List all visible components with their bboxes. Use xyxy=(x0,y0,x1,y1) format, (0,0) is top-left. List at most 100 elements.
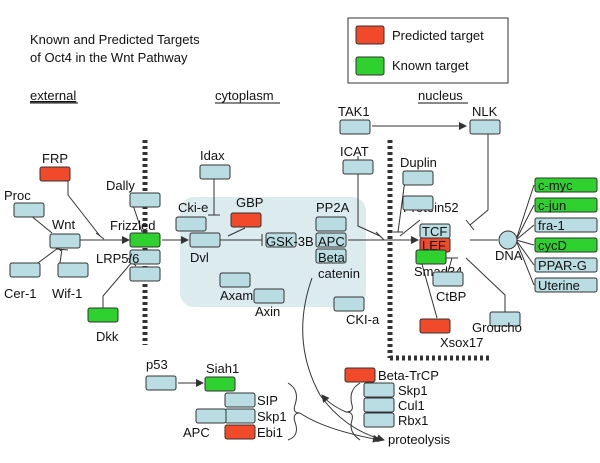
node-frizzled-label: Frizzled xyxy=(110,218,156,233)
node-cer1-box xyxy=(9,262,41,278)
node-axin-box xyxy=(253,288,285,304)
node-frp-label: FRP xyxy=(42,151,68,166)
node-skp1-a-label: Skp1 xyxy=(257,409,287,424)
node-proc-box xyxy=(13,202,45,218)
node-p53-box xyxy=(145,375,177,391)
node-frp-box xyxy=(39,166,71,182)
section-cytoplasm: cytoplasm xyxy=(215,88,274,103)
node-ctbp-box xyxy=(432,271,464,287)
node-tak1-label: TAK1 xyxy=(338,104,370,119)
node-gbp-label: GBP xyxy=(236,195,263,210)
node-smad34-box xyxy=(415,249,447,265)
diagram-title-line-1: Known and Predicted Targets xyxy=(30,32,200,47)
node-dna-label: DNA xyxy=(495,248,523,263)
node-ckia-box xyxy=(333,296,365,312)
node-siah1-label: Siah1 xyxy=(206,361,239,376)
node-ebi1-box xyxy=(224,424,256,440)
section-nucleus: nucleus xyxy=(418,88,463,103)
proteolysis-label: proteolysis xyxy=(388,432,451,447)
node-gsk3b-label: GSK-3B xyxy=(266,234,314,249)
node-dkk-label: Dkk xyxy=(96,329,119,344)
node-skp1-b-label: Skp1 xyxy=(398,383,428,398)
node-beta-catenin-label-2: catenin xyxy=(318,266,360,281)
node-beta-catenin-label-1: Beta xyxy=(318,250,346,265)
node-ctbp-label: CtBP xyxy=(436,289,466,304)
pathway-connectors xyxy=(29,122,535,443)
node-axam-box xyxy=(219,272,251,288)
node-lef-label: LEF xyxy=(422,238,446,253)
node-wnt-label: Wnt xyxy=(52,217,76,232)
node-wif1-label: Wif-1 xyxy=(52,286,82,301)
node-dvl-label: Dvl xyxy=(190,250,209,265)
node-lrp-lower-box xyxy=(129,266,161,282)
target-label-3: cycD xyxy=(538,238,567,253)
target-box-4 xyxy=(534,257,598,273)
target-label-1: c-jun xyxy=(538,198,566,213)
node-beta-trcp-label: Beta-TrCP xyxy=(378,368,439,383)
legend-known-label: Known target xyxy=(392,58,469,73)
target-label-2: fra-1 xyxy=(538,218,565,233)
node-ckia-label: CKI-a xyxy=(346,312,380,327)
node-icat-box xyxy=(342,159,374,175)
node-duplin-label: Duplin xyxy=(400,155,437,170)
node-skp1-a-left-box xyxy=(195,408,227,424)
node-proc-label: Proc xyxy=(4,188,31,203)
node-dkk-box xyxy=(87,307,119,323)
node-sip-box xyxy=(224,392,256,408)
target-box-1 xyxy=(534,197,598,213)
node-groucho-label: Groucho xyxy=(472,320,522,335)
node-ckie-box xyxy=(175,216,207,232)
node-lrp56-label: LRP5/6 xyxy=(96,251,139,266)
section-external: external xyxy=(30,88,76,103)
target-box-0 xyxy=(534,177,598,193)
node-xsox17-box xyxy=(419,318,451,334)
node-dna-circle xyxy=(498,230,518,250)
node-apc-box xyxy=(315,232,347,248)
node-cul1-box xyxy=(363,397,395,413)
node-gbp-box xyxy=(230,212,262,228)
node-skp1-a-box xyxy=(224,408,256,424)
node-beta-catenin-box xyxy=(315,248,347,264)
node-ckie-label: Cki-e xyxy=(178,200,208,215)
node-axin-label: Axin xyxy=(255,304,280,319)
node-tak1-box xyxy=(339,119,371,135)
target-box-5 xyxy=(534,277,598,293)
target-label-4: PPAR-G xyxy=(538,258,587,273)
target-gene-list: c-myc c-jun fra-1 cycD PPAR-G Uterine xyxy=(534,177,598,293)
node-groucho-box xyxy=(489,311,521,327)
node-cer1-label: Cer-1 xyxy=(4,286,37,301)
node-apc-label: APC xyxy=(318,234,345,249)
node-icat-label: ICAT xyxy=(340,144,369,159)
target-box-3 xyxy=(534,237,598,253)
node-nlk-label: NLK xyxy=(472,104,498,119)
node-xsox17-label: Xsox17 xyxy=(440,335,483,350)
target-label-0: c-myc xyxy=(538,178,573,193)
node-wif1-box xyxy=(57,262,89,278)
node-pp2a-box xyxy=(315,216,347,232)
node-tcf-label: TCF xyxy=(422,224,447,239)
legend-predicted-label: Predicted target xyxy=(392,28,484,43)
node-dvl-box xyxy=(189,232,221,248)
legend-predicted-swatch xyxy=(355,25,385,45)
diagram-title-line-2: of Oct4 in the Wnt Pathway xyxy=(30,50,188,65)
node-pp2a-label: PP2A xyxy=(316,200,350,215)
node-rbx1-label: Rbx1 xyxy=(398,413,428,428)
node-dally-box xyxy=(129,192,161,208)
node-skp1-b-box xyxy=(363,382,395,398)
node-p53-label: p53 xyxy=(146,357,168,372)
node-frizzled-box xyxy=(129,232,161,248)
node-lrp56-box xyxy=(129,249,161,265)
node-axam-label: Axam xyxy=(220,288,253,303)
node-siah1-box xyxy=(204,376,236,392)
node-cul1-label: Cul1 xyxy=(398,398,425,413)
node-beta-trcp-box xyxy=(344,367,376,383)
legend-known-swatch xyxy=(355,56,385,76)
node-protein52-box xyxy=(402,195,434,211)
node-apc2-label: APC xyxy=(183,425,210,440)
node-dally-label: Dally xyxy=(106,178,135,193)
node-ebi1-label: Ebi1 xyxy=(257,425,283,440)
node-rbx1-box xyxy=(363,412,395,428)
node-wnt-box xyxy=(49,233,81,249)
